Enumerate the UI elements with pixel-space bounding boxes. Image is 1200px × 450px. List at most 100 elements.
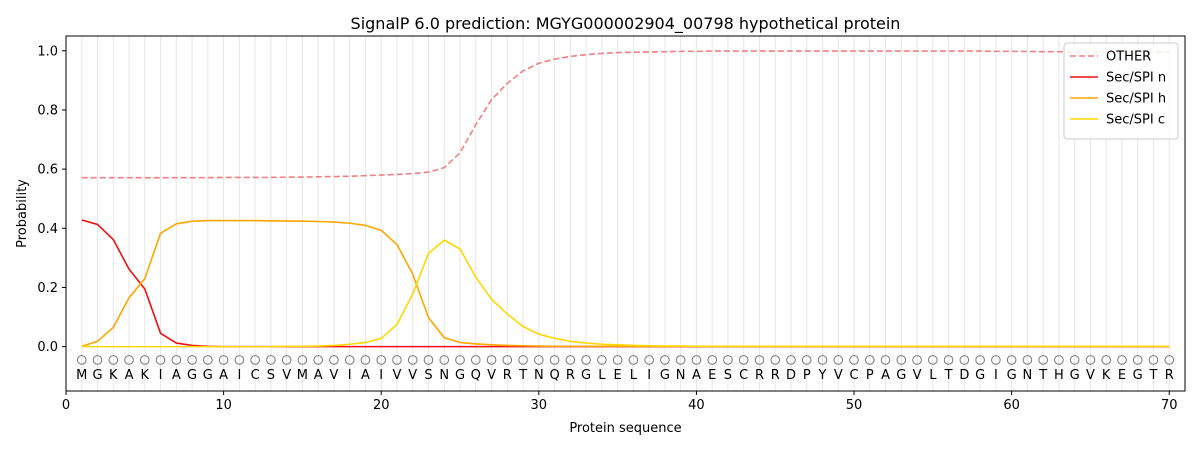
residue-marker: [486, 355, 497, 365]
residue-marker: [896, 355, 907, 365]
residue-letter: N: [676, 368, 686, 383]
x-tick-label: 40: [688, 398, 705, 413]
residue-letter: I: [348, 368, 352, 383]
x-tick-label: 70: [1161, 398, 1178, 413]
legend-label-sec-spi-n: Sec/SPI n: [1106, 71, 1166, 86]
residue-letter: D: [959, 368, 969, 383]
x-tick-label: 20: [373, 398, 390, 413]
residue-marker: [975, 355, 985, 365]
residue-letter: G: [203, 368, 213, 383]
residue-marker: [675, 355, 686, 365]
residue-letter: S: [724, 368, 732, 383]
legend-label-sec-spi-c: Sec/SPI c: [1106, 113, 1165, 128]
y-tick-label: 1.0: [37, 44, 58, 59]
residue-letter: E: [1118, 368, 1126, 383]
residue-letter: E: [708, 368, 716, 383]
residue-letter: I: [379, 368, 383, 383]
residue-letter: A: [361, 368, 370, 383]
residue-marker: [203, 355, 213, 365]
x-tick-label: 30: [531, 398, 548, 413]
residue-marker: [360, 355, 371, 365]
residue-letter: N: [1023, 368, 1033, 383]
x-tick-label: 60: [1003, 398, 1020, 413]
residue-marker: [171, 355, 182, 365]
residue-marker: [313, 355, 323, 365]
residue-letter: Q: [549, 368, 559, 383]
series-line-sec-spi-n: [81, 219, 1170, 348]
residue-letter: G: [975, 368, 985, 383]
residue-letter: L: [630, 368, 638, 383]
chart-title: SignalP 6.0 prediction: MGYG000002904_00…: [351, 14, 901, 34]
residue-marker: [534, 355, 544, 365]
residue-marker: [218, 355, 229, 365]
residue-marker: [329, 355, 339, 365]
residue-marker: [376, 355, 387, 365]
residue-letter: A: [314, 368, 323, 383]
residue-marker: [660, 355, 670, 365]
residue-marker: [628, 355, 639, 365]
y-tick-label: 0.0: [37, 340, 58, 355]
residue-marker: [723, 355, 733, 365]
residue-marker: [581, 355, 591, 365]
residue-letter: V: [834, 368, 843, 383]
residue-marker: [833, 355, 844, 365]
residue-marker: [124, 355, 134, 365]
residue-marker: [959, 355, 970, 365]
residue-letter: Q: [471, 368, 481, 383]
residue-marker: [344, 355, 355, 365]
residue-marker: [1054, 355, 1064, 365]
residue-letter: R: [755, 368, 764, 383]
residue-marker: [1132, 355, 1143, 365]
series-line-other: [81, 50, 1170, 179]
residue-marker: [880, 355, 891, 365]
residue-marker: [76, 355, 87, 365]
residue-letter: H: [1054, 368, 1064, 383]
residue-letter: P: [866, 368, 874, 383]
residue-letter: A: [172, 368, 181, 383]
plot-frame: [65, 35, 1186, 392]
residue-letter: I: [994, 368, 998, 383]
residue-marker: [266, 355, 276, 365]
residue-letter: V: [329, 368, 338, 383]
residue-marker: [1117, 355, 1127, 365]
residue-marker: [1085, 355, 1096, 365]
residue-letter: L: [929, 368, 937, 383]
residue-marker: [738, 355, 749, 365]
plot-series: [81, 50, 1170, 348]
residue-marker: [1022, 355, 1033, 365]
residue-letter: T: [518, 368, 527, 383]
residue-marker: [754, 355, 765, 365]
residue-letter: V: [1086, 368, 1095, 383]
residue-letter: A: [125, 368, 134, 383]
legend: OTHER Sec/SPI n Sec/SPI h Sec/SPI c: [1063, 42, 1179, 140]
residue-letter: K: [141, 368, 150, 383]
residue-letter: G: [660, 368, 670, 383]
x-tick-label: 10: [215, 398, 232, 413]
residue-marker: [817, 355, 828, 365]
residue-marker: [770, 355, 781, 365]
y-axis-ticks: 0.0 0.2 0.4 0.6 0.8 1.0: [37, 44, 66, 355]
residue-letter: I: [159, 368, 163, 383]
legend-label-other: OTHER: [1106, 50, 1151, 65]
residue-letter: G: [896, 368, 906, 383]
residue-marker: [1148, 355, 1159, 365]
residue-marker: [801, 355, 812, 365]
residue-letter: P: [803, 368, 811, 383]
legend-label-sec-spi-h: Sec/SPI h: [1106, 92, 1166, 107]
residue-marker: [565, 355, 576, 365]
residue-marker: [612, 355, 623, 365]
x-axis-label: Protein sequence: [569, 421, 681, 436]
residue-marker: [155, 355, 166, 365]
residue-letter: T: [1149, 368, 1158, 383]
residue-letter: R: [1165, 368, 1174, 383]
residue-marker: [549, 355, 560, 365]
residue-marker: [518, 355, 528, 365]
residue-letter: T: [944, 368, 953, 383]
residue-letter: M: [297, 368, 308, 383]
residue-letter: A: [692, 368, 701, 383]
y-tick-label: 0.8: [37, 103, 58, 118]
residue-marker: [470, 355, 481, 365]
residue-marker: [786, 355, 796, 365]
residue-marker: [1069, 355, 1080, 365]
residue-letter: G: [187, 368, 197, 383]
